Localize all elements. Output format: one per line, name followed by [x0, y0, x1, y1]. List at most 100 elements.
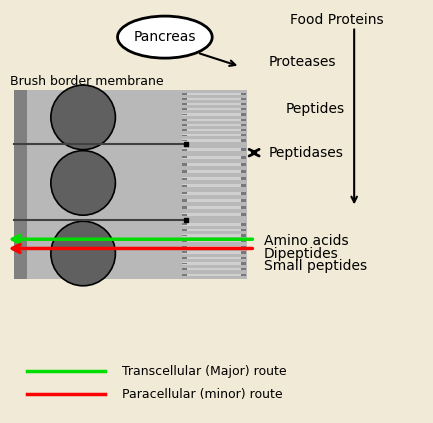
Text: Small peptides: Small peptides [264, 259, 367, 273]
Bar [241, 129, 246, 131]
Bar [182, 251, 187, 253]
Bar [182, 263, 187, 264]
Bar [182, 163, 187, 165]
Text: Proteases: Proteases [268, 55, 336, 69]
Bar [182, 124, 187, 126]
Bar [241, 140, 246, 142]
Text: Brush border membrane: Brush border membrane [10, 75, 164, 88]
Bar [182, 124, 242, 126]
Ellipse shape [51, 85, 116, 150]
Bar [182, 93, 242, 95]
Bar [182, 214, 187, 216]
Bar [182, 199, 187, 201]
Bar [27, 220, 182, 279]
Bar [241, 134, 246, 137]
Bar [14, 144, 27, 220]
Bar [182, 246, 187, 247]
Bar [182, 119, 187, 121]
Bar [182, 90, 247, 144]
Bar [182, 156, 187, 158]
Bar [182, 118, 242, 121]
Bar [182, 156, 242, 159]
Bar [182, 220, 247, 279]
Bar [241, 192, 246, 195]
Bar [241, 98, 246, 100]
Bar [27, 90, 182, 144]
Bar [182, 93, 187, 95]
Bar [27, 144, 182, 220]
Bar [182, 177, 242, 180]
Bar [182, 229, 187, 231]
Bar [182, 268, 242, 270]
Bar [241, 148, 246, 151]
Bar [182, 149, 187, 151]
Text: Peptidases: Peptidases [268, 146, 343, 159]
Bar [241, 124, 246, 126]
Bar [182, 170, 242, 173]
Bar [182, 251, 242, 253]
Bar [182, 185, 187, 187]
Bar [182, 144, 247, 220]
Bar [14, 220, 27, 279]
Bar [241, 245, 246, 248]
Bar [182, 184, 242, 187]
Bar [182, 245, 242, 248]
Ellipse shape [51, 151, 116, 215]
Bar [182, 257, 242, 259]
Bar [182, 240, 242, 242]
Bar [182, 257, 187, 259]
Bar [182, 113, 242, 115]
Bar [241, 240, 246, 242]
Text: Food Proteins: Food Proteins [290, 13, 384, 27]
Bar [182, 235, 187, 236]
Bar [182, 274, 242, 276]
Bar [182, 274, 187, 276]
Bar [182, 268, 187, 270]
Bar [241, 251, 246, 253]
Bar [241, 274, 246, 276]
Bar [241, 108, 246, 110]
Bar [182, 103, 242, 105]
Bar [182, 140, 187, 141]
Bar [14, 90, 27, 144]
Bar [182, 178, 187, 180]
Bar [182, 192, 187, 194]
Bar [182, 148, 242, 151]
Bar [182, 262, 242, 265]
Bar [241, 93, 246, 95]
Bar [182, 98, 242, 100]
Bar [241, 103, 246, 105]
Bar [241, 213, 246, 216]
Bar [182, 163, 242, 166]
Bar [182, 223, 242, 225]
Bar [182, 129, 187, 131]
Bar [241, 206, 246, 209]
Text: Peptides: Peptides [286, 102, 345, 115]
Bar [182, 114, 187, 115]
Bar [182, 192, 242, 195]
Bar [241, 199, 246, 202]
Bar [182, 229, 242, 231]
Text: Dipeptides: Dipeptides [264, 247, 339, 261]
Bar [182, 206, 242, 209]
Bar [241, 170, 246, 173]
Bar [241, 234, 246, 237]
Text: Paracellular (minor) route: Paracellular (minor) route [122, 388, 282, 401]
Bar [241, 163, 246, 166]
Bar [182, 129, 242, 131]
Bar [241, 113, 246, 115]
Ellipse shape [51, 221, 116, 286]
Bar [241, 229, 246, 231]
Bar [182, 213, 242, 216]
Bar [182, 140, 242, 142]
Bar [241, 177, 246, 180]
Bar [241, 156, 246, 159]
Bar [241, 184, 246, 187]
Bar [182, 103, 187, 105]
Ellipse shape [117, 16, 212, 58]
Bar [182, 135, 187, 136]
Bar [241, 257, 246, 259]
Bar [241, 268, 246, 270]
Bar [182, 206, 187, 209]
Text: Pancreas: Pancreas [134, 30, 196, 44]
